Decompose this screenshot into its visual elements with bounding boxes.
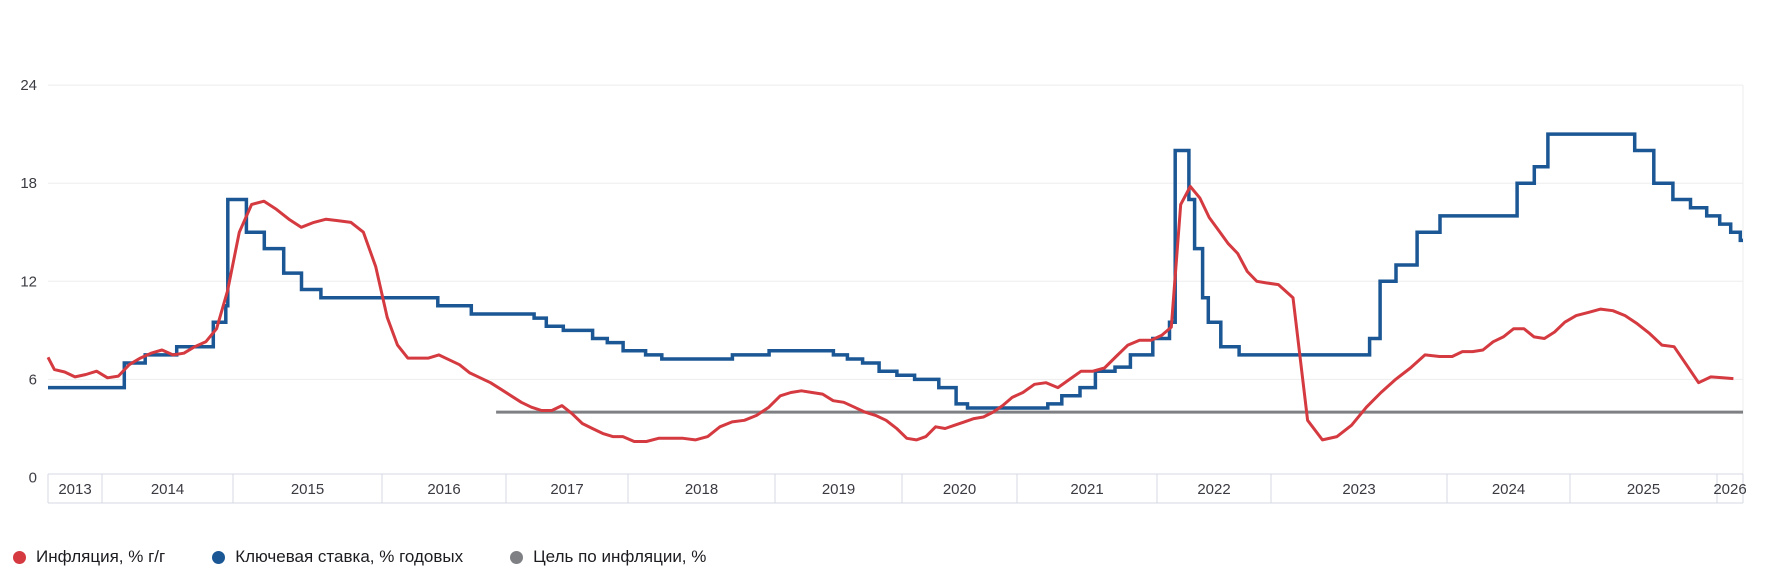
legend-label-key-rate: Ключевая ставка, % годовых xyxy=(235,547,464,566)
legend-item-key-rate: Ключевая ставка, % годовых xyxy=(212,547,463,567)
year-label: 2023 xyxy=(1342,481,1375,498)
legend-label-inflation: Инфляция, % г/г xyxy=(36,547,166,566)
y-tick-label: 12 xyxy=(20,273,37,290)
year-label: 2021 xyxy=(1070,481,1103,498)
year-label: 2015 xyxy=(291,481,324,498)
target-dot-icon xyxy=(510,550,524,564)
year-label: 2019 xyxy=(822,481,855,498)
chart-legend: Инфляция, % г/г Ключевая ставка, % годов… xyxy=(13,547,706,567)
year-label: 2025 xyxy=(1627,481,1660,498)
year-label: 2022 xyxy=(1197,481,1230,498)
y-tick-label: 24 xyxy=(20,77,37,94)
year-label: 2016 xyxy=(427,481,460,498)
year-label: 2026 xyxy=(1713,481,1746,498)
year-label: 2014 xyxy=(151,481,184,498)
year-label: 2024 xyxy=(1492,481,1525,498)
y-tick-label: 6 xyxy=(29,371,37,388)
legend-label-target: Цель по инфляции, % xyxy=(533,547,707,566)
legend-item-inflation: Инфляция, % г/г xyxy=(13,547,165,567)
year-label: 2018 xyxy=(685,481,718,498)
inflation-line xyxy=(46,185,1734,443)
year-label: 2013 xyxy=(58,481,91,498)
inflation-dot-icon xyxy=(13,550,26,564)
year-label: 2020 xyxy=(943,481,976,498)
year-label: 2017 xyxy=(550,481,583,498)
key-rate-dot-icon xyxy=(212,550,226,564)
legend-item-target: Цель по инфляции, % xyxy=(510,547,706,567)
y-tick-label: 18 xyxy=(20,175,37,192)
key-rate-line xyxy=(48,132,1743,410)
y-tick-label: 0 xyxy=(29,470,37,487)
